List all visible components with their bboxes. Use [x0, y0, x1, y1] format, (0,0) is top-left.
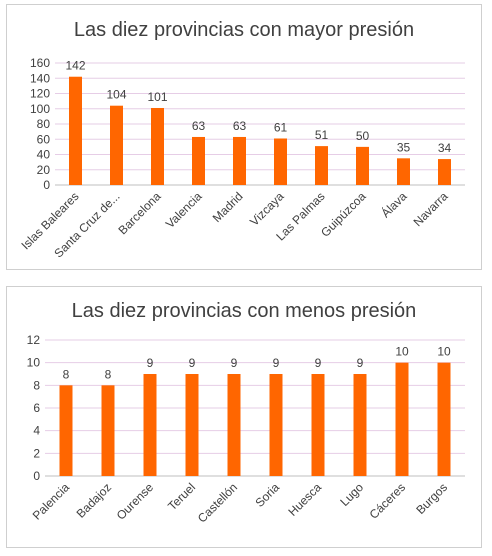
data-label: 9 — [315, 356, 322, 370]
bar — [315, 146, 328, 185]
category-label: Cáceres — [367, 480, 408, 521]
bar — [101, 385, 115, 476]
bar — [437, 362, 451, 476]
chart-mayor-presion: Las diez provincias con mayor presión 020… — [18, 19, 465, 260]
category-label: Valencia — [163, 189, 205, 231]
y-tick-label: 0 — [33, 469, 40, 483]
data-label: 104 — [106, 88, 126, 102]
y-tick-label: 8 — [33, 378, 40, 392]
chart-title: Las diez provincias con mayor presión — [74, 19, 414, 41]
category-label: Teruel — [165, 480, 198, 513]
category-label: Palencia — [30, 480, 73, 523]
category-label: Lugo — [337, 480, 366, 509]
category-label: Soria — [252, 480, 282, 510]
chart-menos-presion: Las diez provincias con menos presión 0 2 4… — [27, 300, 465, 525]
y-tick-label: 140 — [30, 71, 50, 85]
y-tick-label: 60 — [37, 132, 51, 146]
y-tick-label: 0 — [43, 178, 50, 192]
y-tick-label: 160 — [30, 56, 50, 70]
bar — [59, 385, 73, 476]
y-tick-label: 12 — [27, 333, 41, 347]
bar — [356, 146, 369, 185]
category-label: Barcelona — [116, 189, 164, 237]
category-label: Huesca — [285, 480, 324, 519]
data-label: 9 — [357, 356, 364, 370]
data-label: 61 — [274, 120, 288, 134]
y-tick-label: 80 — [37, 117, 51, 131]
category-label: Ourense — [114, 480, 157, 523]
data-label: 35 — [397, 140, 411, 154]
data-label: 9 — [273, 356, 280, 370]
category-label: Castellón — [195, 480, 240, 525]
y-tick-label: 120 — [30, 87, 50, 101]
data-label: 63 — [192, 119, 206, 133]
data-label: 142 — [65, 59, 85, 73]
bar — [233, 136, 246, 185]
data-label: 8 — [105, 367, 112, 381]
y-tick-label: 40 — [37, 148, 51, 162]
data-label: 10 — [437, 345, 451, 359]
data-label: 9 — [189, 356, 196, 370]
y-tick-label: 4 — [33, 424, 40, 438]
bar — [397, 158, 410, 185]
bar — [69, 76, 82, 185]
data-label: 50 — [356, 129, 370, 143]
bar — [192, 136, 205, 185]
data-label: 101 — [147, 90, 167, 104]
y-tick-label: 10 — [27, 356, 41, 370]
data-label: 8 — [63, 367, 70, 381]
category-label: Guipúzcoa — [318, 189, 369, 240]
bar — [395, 362, 409, 476]
bar — [143, 374, 157, 476]
bar — [274, 138, 287, 185]
bar — [311, 374, 325, 476]
category-label: Madrid — [210, 189, 246, 225]
bar — [227, 374, 241, 476]
bar — [151, 107, 164, 185]
category-label: Burgos — [413, 480, 450, 517]
bar — [353, 374, 367, 476]
bar — [269, 374, 283, 476]
data-label: 51 — [315, 128, 329, 142]
category-label: Vizcaya — [247, 189, 287, 229]
data-label: 9 — [231, 356, 238, 370]
bar — [185, 374, 199, 476]
category-label: Álava — [378, 188, 410, 220]
bar — [438, 159, 451, 185]
category-label: Badajoz — [74, 480, 115, 521]
data-label: 9 — [147, 356, 154, 370]
bar — [110, 105, 123, 185]
data-label: 34 — [438, 141, 452, 155]
chart-panel-top: Las diez provincias con mayor presión 0 20… — [6, 4, 482, 270]
y-tick-label: 6 — [33, 401, 40, 415]
data-label: 10 — [395, 345, 409, 359]
chart-panel-bottom: Las diez provincias con menos presión 0 2 4… — [6, 286, 482, 548]
y-tick-label: 2 — [33, 446, 40, 460]
chart-title: Las diez provincias con menos presión — [72, 300, 417, 322]
data-label: 63 — [233, 119, 247, 133]
y-tick-label: 100 — [30, 102, 50, 116]
y-tick-label: 20 — [37, 163, 51, 177]
category-label: Navarra — [411, 189, 451, 229]
